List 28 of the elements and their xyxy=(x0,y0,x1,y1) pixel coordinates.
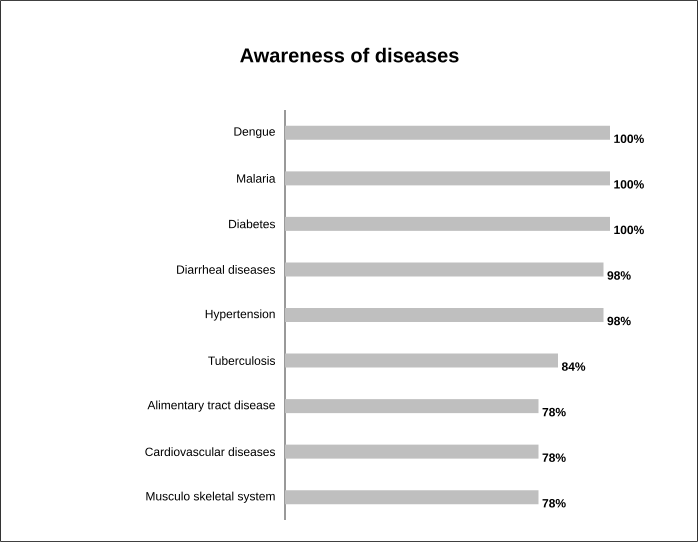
y-tick-label: Cardiovascular diseases xyxy=(145,447,275,456)
y-tick-label: Diarrheal diseases xyxy=(177,265,276,274)
bar xyxy=(285,444,539,459)
data-label: 100% xyxy=(614,180,644,189)
y-tick-label: Hypertension xyxy=(206,309,275,321)
bar xyxy=(285,308,604,322)
bar xyxy=(285,354,558,368)
chart-title: Awareness of diseases xyxy=(240,48,459,62)
bar xyxy=(285,171,610,186)
data-label: 84% xyxy=(562,362,586,371)
data-label: 98% xyxy=(607,271,631,280)
bar xyxy=(285,490,539,504)
data-label: 100% xyxy=(614,134,644,144)
y-tick-label: Diabetes xyxy=(229,219,276,228)
data-label: 78% xyxy=(542,498,566,508)
data-label: 98% xyxy=(607,316,631,326)
y-tick-label: Malaria xyxy=(237,174,276,183)
y-tick-label: Tuberculosis xyxy=(208,356,276,365)
bar xyxy=(285,399,539,414)
data-label: 100% xyxy=(614,226,644,234)
data-label: 78% xyxy=(542,408,566,416)
y-tick-label: Musculo skeletal system xyxy=(146,492,275,503)
bar xyxy=(285,126,610,140)
y-tick-label: Dengue xyxy=(234,127,275,138)
bar xyxy=(285,216,610,231)
y-tick-label: Alimentary tract disease xyxy=(147,400,275,412)
bar xyxy=(285,262,604,276)
data-label: 78% xyxy=(542,453,566,462)
